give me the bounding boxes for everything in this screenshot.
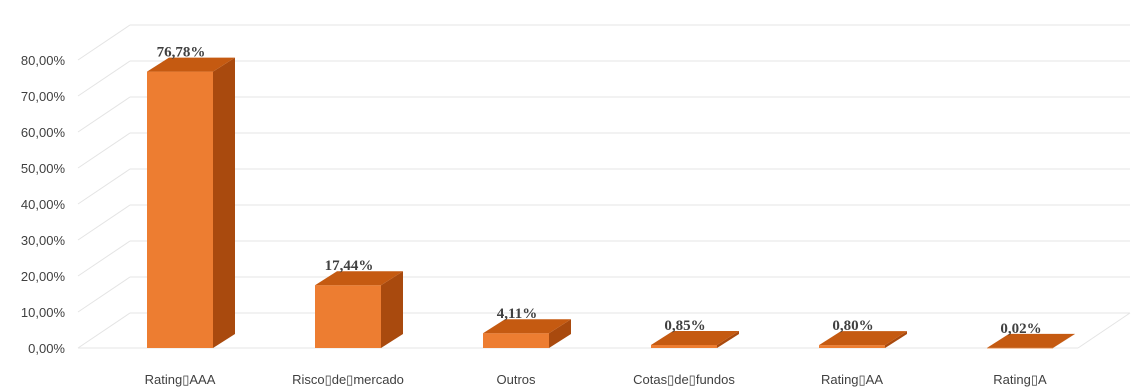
- gridline-depth: [77, 276, 131, 313]
- bar: [987, 347, 1053, 349]
- data-label: 76,78%: [157, 45, 206, 61]
- y-tick-label: 80,00%: [21, 53, 66, 68]
- gridline-depth: [77, 96, 131, 133]
- gridline-depth: [77, 312, 131, 349]
- bar: [483, 333, 549, 348]
- bar-side: [885, 331, 907, 348]
- bar-top: [315, 271, 403, 286]
- bar-side: [717, 330, 739, 348]
- bar: [315, 285, 381, 348]
- bar-side: [381, 271, 403, 348]
- category-label: Risco▯de▯mercado: [292, 372, 404, 387]
- bar-top: [819, 331, 907, 346]
- bar-top: [651, 330, 739, 345]
- bar: [651, 344, 717, 348]
- category-label: Rating▯AA: [821, 372, 883, 387]
- y-tick-label: 0,00%: [28, 341, 65, 356]
- gridline-depth: [77, 240, 131, 277]
- y-tick-label: 30,00%: [21, 233, 66, 248]
- data-label: 0,02%: [1000, 321, 1041, 337]
- bar-top: [483, 319, 571, 334]
- category-label: Cotas▯de▯fundos: [633, 372, 735, 387]
- data-label: 4,11%: [497, 306, 537, 322]
- y-tick-label: 60,00%: [21, 125, 66, 140]
- bar: [819, 345, 885, 348]
- gridline-depth: [77, 132, 131, 169]
- floor-side-edge: [1077, 312, 1131, 349]
- category-label: Rating▯A: [993, 372, 1047, 387]
- gridline-depth: [77, 60, 131, 97]
- bar-top: [147, 57, 235, 72]
- y-tick-label: 10,00%: [21, 305, 66, 320]
- y-tick-label: 70,00%: [21, 89, 66, 104]
- y-tick-label: 20,00%: [21, 269, 66, 284]
- category-label: Outros: [496, 372, 536, 387]
- data-label: 17,44%: [325, 258, 374, 274]
- bar: [147, 71, 213, 348]
- category-label: Rating▯AAA: [145, 372, 216, 387]
- y-tick-label: 40,00%: [21, 197, 66, 212]
- bar-top: [987, 333, 1075, 348]
- data-label: 0,80%: [832, 318, 873, 334]
- data-label: 0,85%: [664, 318, 705, 334]
- bar-side: [213, 57, 235, 348]
- y-tick-label: 50,00%: [21, 161, 66, 176]
- gridline-depth: [77, 24, 131, 61]
- gridline-depth: [77, 168, 131, 205]
- bar-side: [549, 319, 571, 348]
- bar-side: [1053, 333, 1075, 348]
- gridline-depth: [77, 204, 131, 241]
